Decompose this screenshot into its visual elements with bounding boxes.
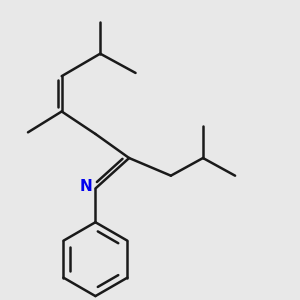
Text: N: N (80, 179, 93, 194)
